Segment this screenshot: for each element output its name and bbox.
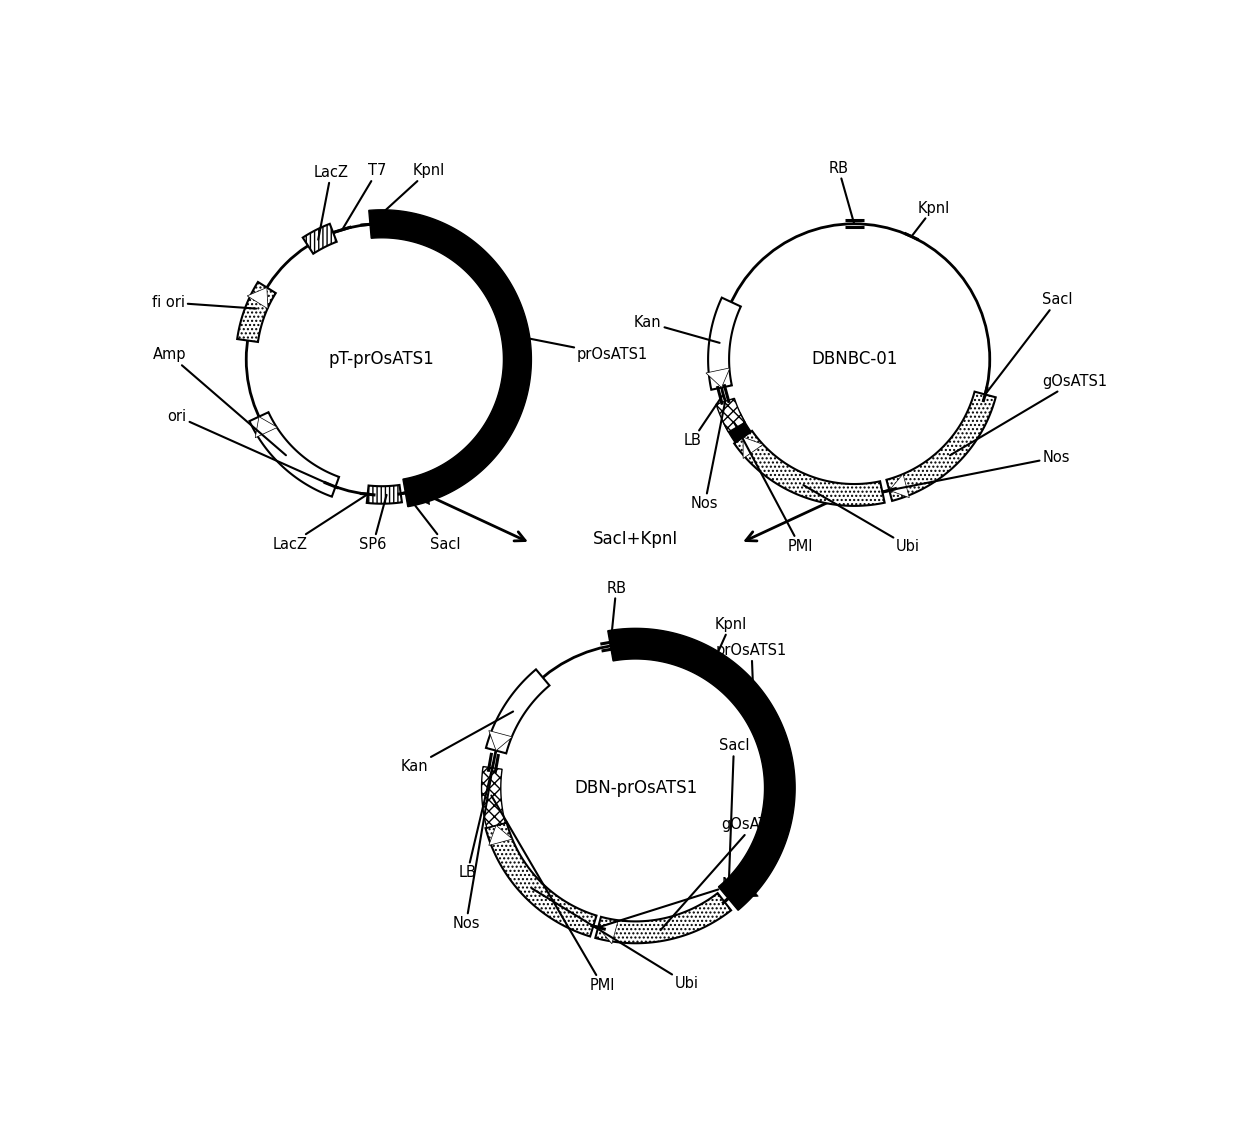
Polygon shape	[255, 417, 278, 437]
Polygon shape	[887, 392, 996, 501]
Text: Nos: Nos	[598, 877, 749, 927]
Polygon shape	[743, 437, 763, 459]
Text: SP6: SP6	[360, 495, 387, 552]
Text: SacI: SacI	[719, 738, 749, 899]
Polygon shape	[486, 669, 549, 753]
Polygon shape	[486, 822, 596, 936]
Text: Nos: Nos	[453, 768, 492, 932]
Text: LacZ: LacZ	[273, 494, 367, 552]
Text: Ubi: Ubi	[532, 888, 699, 991]
Polygon shape	[368, 210, 532, 507]
Text: pT-prOsATS1: pT-prOsATS1	[329, 350, 435, 368]
Text: SacI+KpnI: SacI+KpnI	[593, 529, 678, 548]
Polygon shape	[889, 474, 909, 498]
Polygon shape	[598, 920, 619, 944]
Text: SacI: SacI	[405, 493, 460, 552]
Text: LB: LB	[459, 763, 494, 880]
Text: LB: LB	[683, 394, 723, 449]
Polygon shape	[608, 628, 795, 910]
Text: RB: RB	[606, 580, 626, 646]
Text: PMI: PMI	[491, 795, 615, 993]
Text: SacI: SacI	[985, 292, 1073, 394]
Text: Kan: Kan	[634, 315, 719, 343]
Polygon shape	[715, 399, 745, 432]
Text: RB: RB	[828, 160, 854, 224]
Text: ori: ori	[167, 409, 331, 485]
Polygon shape	[489, 826, 512, 845]
Text: gOsATS1: gOsATS1	[950, 374, 1107, 456]
Text: gOsATS1: gOsATS1	[661, 817, 786, 930]
Polygon shape	[367, 485, 402, 503]
Polygon shape	[237, 282, 275, 342]
Polygon shape	[481, 767, 506, 828]
Text: Ubi: Ubi	[804, 485, 920, 553]
Text: fi ori: fi ori	[153, 295, 257, 310]
Text: KpnI: KpnI	[911, 201, 950, 236]
Polygon shape	[303, 224, 337, 253]
Polygon shape	[249, 412, 339, 496]
Polygon shape	[708, 298, 740, 390]
Text: DBNBC-01: DBNBC-01	[811, 350, 898, 368]
Polygon shape	[247, 287, 268, 309]
Text: Nos: Nos	[691, 401, 725, 511]
Polygon shape	[405, 474, 429, 504]
Text: prOsATS1: prOsATS1	[516, 336, 649, 362]
Polygon shape	[734, 431, 884, 506]
Text: LacZ: LacZ	[314, 165, 348, 240]
Polygon shape	[489, 730, 512, 751]
Polygon shape	[595, 893, 732, 943]
Text: PMI: PMI	[734, 423, 812, 553]
Text: prOsATS1: prOsATS1	[715, 643, 787, 705]
Polygon shape	[723, 412, 751, 443]
Text: Kan: Kan	[401, 711, 513, 774]
Text: T7: T7	[342, 164, 387, 229]
Text: Nos: Nos	[889, 450, 1070, 491]
Text: KpnI: KpnI	[712, 617, 746, 666]
Text: KpnI: KpnI	[370, 164, 445, 224]
Polygon shape	[706, 368, 730, 387]
Text: DBN-prOsATS1: DBN-prOsATS1	[574, 779, 697, 797]
Polygon shape	[728, 869, 759, 899]
Text: Amp: Amp	[154, 348, 286, 456]
